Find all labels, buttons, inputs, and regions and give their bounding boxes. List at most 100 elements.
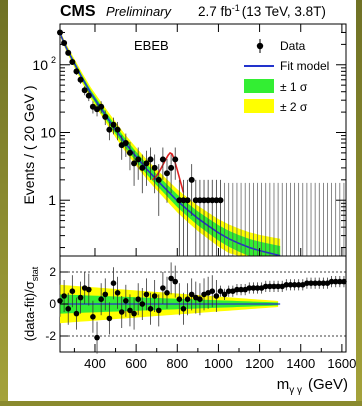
data-point (73, 68, 80, 75)
legend-entry-fit-model: Fit model (280, 59, 329, 73)
cms-label: CMS (60, 3, 96, 20)
data-point (85, 92, 92, 99)
residual-point (225, 288, 232, 295)
residual-point (102, 291, 109, 298)
data-point (172, 156, 179, 163)
x-tick-label: 1400 (286, 356, 315, 371)
data-point (205, 197, 212, 204)
residual-point (283, 282, 290, 288)
residual-point (275, 283, 281, 290)
data-point (176, 197, 183, 204)
data-point (110, 121, 117, 128)
residual-point (308, 280, 314, 287)
legend-entry-two-sigma: ± 2 σ (280, 100, 308, 114)
x-axis-title: mγ γ (GeV) (277, 376, 348, 396)
data-point (217, 197, 224, 204)
residual-point (168, 275, 174, 282)
residual-point (328, 278, 335, 285)
residual-point (213, 293, 220, 299)
x-tick-label: 1200 (245, 356, 274, 371)
residual-one-sigma-band (60, 294, 281, 314)
data-point (155, 176, 162, 183)
residual-point (341, 278, 347, 285)
category-label: EBEB (134, 38, 169, 53)
residual-point (86, 286, 92, 293)
residual-point (90, 314, 96, 320)
residual-point (197, 296, 203, 303)
data-point (77, 76, 84, 83)
legend-two-sigma-swatch (244, 99, 274, 113)
residual-point (123, 298, 129, 304)
data-point (184, 197, 191, 204)
residual-y-tick-label: -2 (45, 329, 56, 343)
residual-point (106, 315, 113, 322)
residual-point (184, 296, 191, 303)
residual-point (73, 310, 80, 317)
data-point (196, 197, 203, 204)
data-point (98, 103, 105, 110)
residual-point (135, 296, 141, 303)
residual-point (143, 291, 150, 298)
residual-data-points (57, 262, 347, 354)
residual-point (221, 291, 228, 298)
data-point (163, 170, 170, 177)
data-point (65, 49, 72, 56)
data-point (122, 139, 129, 146)
data-point (213, 197, 220, 204)
data-point (102, 113, 109, 120)
x-tick-label: 400 (84, 356, 106, 371)
preliminary-label: Preliminary (106, 4, 173, 19)
spectrum-data-points (57, 29, 224, 256)
legend-entry-one-sigma: ± 1 σ (280, 80, 308, 94)
residual-point (254, 285, 261, 291)
residual-point (139, 301, 146, 307)
luminosity-label: 2.7 fb-1 (13 TeV, 3.8T) (198, 3, 326, 19)
residual-point (337, 278, 343, 285)
resonance-line (152, 151, 185, 193)
figure-canvas: CMS Preliminary 2.7 fb-1 (13 TeV, 3.8T) 1… (8, 0, 356, 401)
olive-border-left (0, 0, 8, 401)
data-point (151, 164, 158, 171)
residual-point (77, 294, 84, 301)
data-point (106, 126, 113, 133)
residual-point (246, 285, 253, 291)
residual-point (262, 283, 269, 290)
residual-point (287, 282, 294, 288)
residual-point (209, 288, 216, 295)
x-tick-label: 1000 (204, 356, 233, 371)
data-point (168, 164, 175, 171)
x-tick-label: 1600 (327, 356, 356, 371)
residual-point (98, 296, 104, 303)
residual-point (155, 307, 162, 314)
spectrum-y-axis-title: Events / ( 20 GeV ) (21, 85, 37, 204)
residual-point (267, 283, 273, 290)
data-point (81, 87, 88, 94)
residual-point (172, 278, 179, 285)
residual-point (110, 280, 117, 287)
residual-point (114, 290, 121, 296)
residual-point (238, 286, 244, 293)
residual-point (176, 296, 183, 303)
residual-point (312, 280, 318, 287)
residual-point (164, 290, 170, 296)
residual-point (250, 285, 257, 291)
residual-point (65, 306, 72, 312)
data-point (69, 58, 76, 65)
legend-entry-data: Data (280, 39, 306, 53)
legend-one-sigma-swatch (244, 79, 274, 93)
residual-point (147, 306, 154, 312)
data-point (180, 197, 187, 204)
data-point (159, 156, 166, 163)
data-point (143, 160, 150, 167)
spectrum-y-tick-label: 10 (32, 57, 48, 73)
cms-diphoton-figure: CMS Preliminary 2.7 fb-1 (13 TeV, 3.8T) 1… (21, 3, 356, 396)
x-tick-label: 800 (166, 356, 188, 371)
residual-point (57, 298, 63, 304)
residual-point (291, 282, 298, 288)
data-point (61, 39, 68, 46)
residual-y-tick-label: 0 (49, 297, 56, 311)
residual-point (332, 278, 339, 285)
